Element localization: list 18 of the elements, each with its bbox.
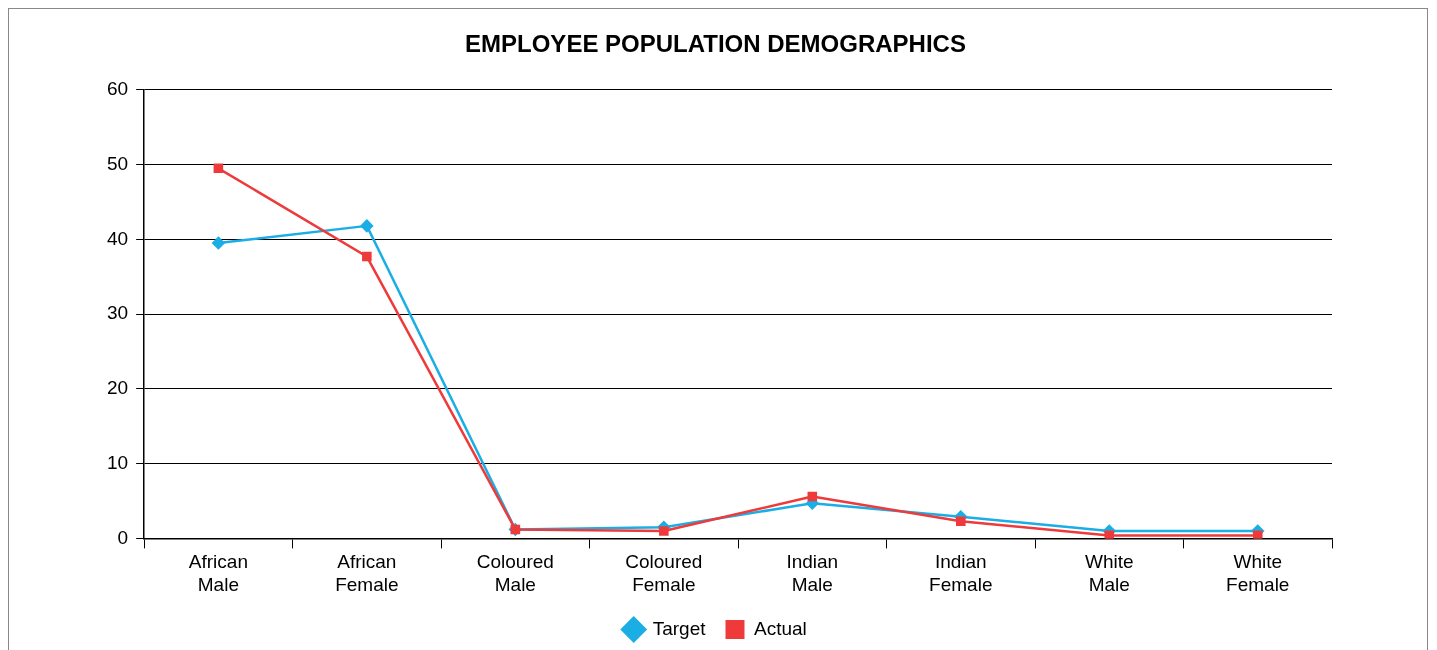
x-tick-label: African Female [335, 551, 399, 595]
y-tick-label: 40 [106, 227, 129, 249]
y-tick-label: 10 [106, 451, 129, 473]
x-tick-label: White Female [1226, 551, 1290, 595]
x-tick-label: African Male [188, 551, 248, 595]
x-tick-label: Coloured Male [476, 551, 554, 595]
y-tick-label: 30 [106, 302, 129, 324]
x-tick-label: Indian Female [929, 551, 993, 595]
x-tick-label: Coloured Female [625, 551, 703, 595]
x-tick-label: White Male [1084, 551, 1134, 595]
x-tick-label: Indian Male [786, 551, 839, 595]
y-tick-label: 60 [106, 78, 129, 100]
legend-label: Actual [754, 617, 807, 639]
legend-label: Target [652, 617, 707, 639]
chart-title: EMPLOYEE POPULATION DEMOGRAPHICS [465, 30, 966, 58]
y-tick-label: 0 [117, 526, 129, 548]
y-tick-label: 20 [106, 377, 129, 399]
y-tick-label: 50 [106, 152, 129, 174]
